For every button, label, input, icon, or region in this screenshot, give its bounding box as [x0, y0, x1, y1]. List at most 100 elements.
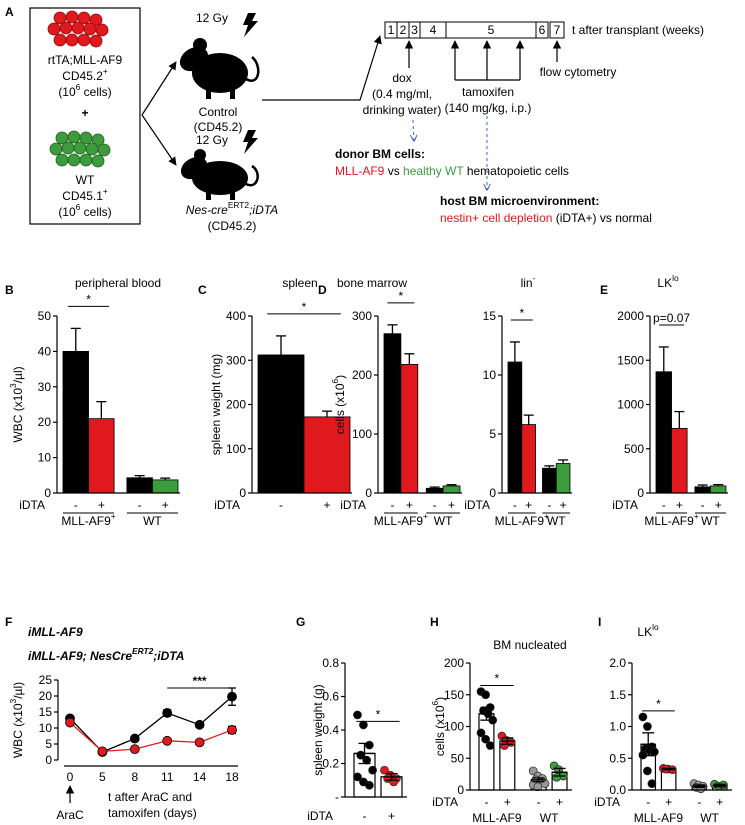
panel-label: C [198, 283, 207, 297]
wt-cells [49, 130, 111, 168]
y-axis-label: spleen weight (mg) [209, 354, 223, 455]
group-label: WT [434, 514, 453, 528]
data-point [481, 734, 490, 744]
data-point [481, 690, 490, 700]
treatment-label: (140 mg/kg, i.p.) [445, 101, 532, 115]
donor-text: (106 cells) [58, 82, 111, 99]
y-tick-label: 300 [352, 309, 372, 323]
text-part: LK [637, 625, 652, 639]
data-point [194, 737, 205, 748]
y-tick-label: 0.4 [322, 723, 339, 737]
legend-entry: iMLL-AF9 [28, 625, 83, 639]
bar [88, 418, 115, 494]
error-bar [661, 767, 676, 771]
data-point [638, 712, 648, 722]
text-part: + [694, 511, 699, 521]
event-arrows [404, 40, 562, 81]
x-tick-label: 8 [131, 770, 138, 784]
panel-label: E [600, 283, 608, 297]
panel-label: D [318, 283, 327, 297]
bar [62, 350, 89, 494]
treatment-label: drinking water) [363, 103, 442, 117]
donor-text: rtTA;MLL-AF9 [48, 53, 123, 67]
x-tick-label: 14 [193, 770, 207, 784]
text-part: ERT2 [132, 646, 154, 656]
host-label: (CD45.2) [194, 120, 243, 134]
text-part: hematopoietic cells [464, 164, 569, 178]
text-part: 3 [8, 383, 18, 388]
text-part: + [103, 186, 108, 196]
bar [507, 361, 523, 494]
error-bar [712, 783, 727, 788]
error-bar [446, 484, 457, 486]
text-part: ) [433, 697, 447, 701]
text-part: ;iDTA [153, 649, 184, 663]
x-tick-label: - [646, 795, 650, 809]
x-tick-label: 0 [67, 770, 74, 784]
error-bar [479, 706, 494, 721]
x-prefix-label: iDTA [612, 498, 638, 512]
heading: host BM microenvironment: [440, 194, 599, 208]
significance-label: * [302, 300, 307, 314]
error-bar [692, 784, 707, 789]
timeline [384, 21, 565, 39]
y-tick-label: 15 [39, 705, 53, 719]
donor-text: WT [76, 173, 95, 187]
y-tick-label: 10 [38, 451, 52, 465]
data-point [647, 779, 657, 789]
text-part: - [533, 273, 536, 283]
bar [694, 486, 711, 494]
group-label: MLL-AF9 [634, 811, 684, 825]
error-bar [509, 341, 520, 363]
data-point [476, 728, 486, 738]
text-part: CD45.2 [62, 69, 103, 83]
bar [478, 713, 495, 791]
x-tick-label: - [697, 795, 701, 809]
panel-label: B [5, 283, 14, 297]
text-part: MLL-AF9 [335, 164, 385, 178]
x-prefix-label: iDTA [594, 795, 620, 809]
panel-label: A [5, 5, 14, 19]
y-tick-label: 40 [38, 344, 52, 358]
text-part: cells) [80, 205, 111, 219]
x-tick-label: 11 [161, 770, 174, 784]
y-tick-label: 20 [39, 689, 53, 703]
text-part: ;iDTA [249, 203, 278, 217]
data-point [97, 746, 108, 757]
x-tick-label: - [701, 498, 705, 512]
data-point [227, 691, 237, 702]
annotation: AraC [56, 808, 84, 822]
error-bar [134, 475, 145, 478]
y-tick-label: 50 [38, 309, 52, 323]
text-part: 6 [430, 700, 440, 705]
text-part: WBC (x10 [11, 388, 25, 443]
y-tick-label: 300 [226, 353, 246, 367]
bar [442, 485, 461, 494]
host-label: Nes-creERT2;iDTA [186, 200, 278, 217]
x-prefix-label: iDTA [464, 498, 490, 512]
x-tick-label: + [98, 498, 105, 512]
bar [126, 477, 153, 494]
series-line [69, 722, 233, 753]
y-tick-label: 15 [483, 309, 497, 323]
chart-title: bone marrow [337, 276, 407, 290]
x-tick-label: - [138, 498, 142, 512]
x-axis-label: t after AraC and [108, 790, 192, 804]
data-point [162, 708, 173, 718]
error-bar [381, 772, 402, 781]
text-part: 6 [330, 378, 340, 383]
panel-label: I [598, 615, 601, 629]
data-point [194, 719, 205, 730]
chart-title: LKlo [657, 273, 679, 290]
data-point [129, 744, 140, 755]
bar [383, 333, 402, 494]
treatment-label: tamoxifen [462, 85, 514, 99]
x-prefix-label: iDTA [19, 498, 45, 512]
leukemic-cells [47, 10, 109, 48]
y-tick-label: 0 [239, 486, 246, 500]
error-bar [713, 483, 724, 486]
arrow [141, 61, 177, 116]
y-tick-label: 100 [226, 442, 246, 456]
